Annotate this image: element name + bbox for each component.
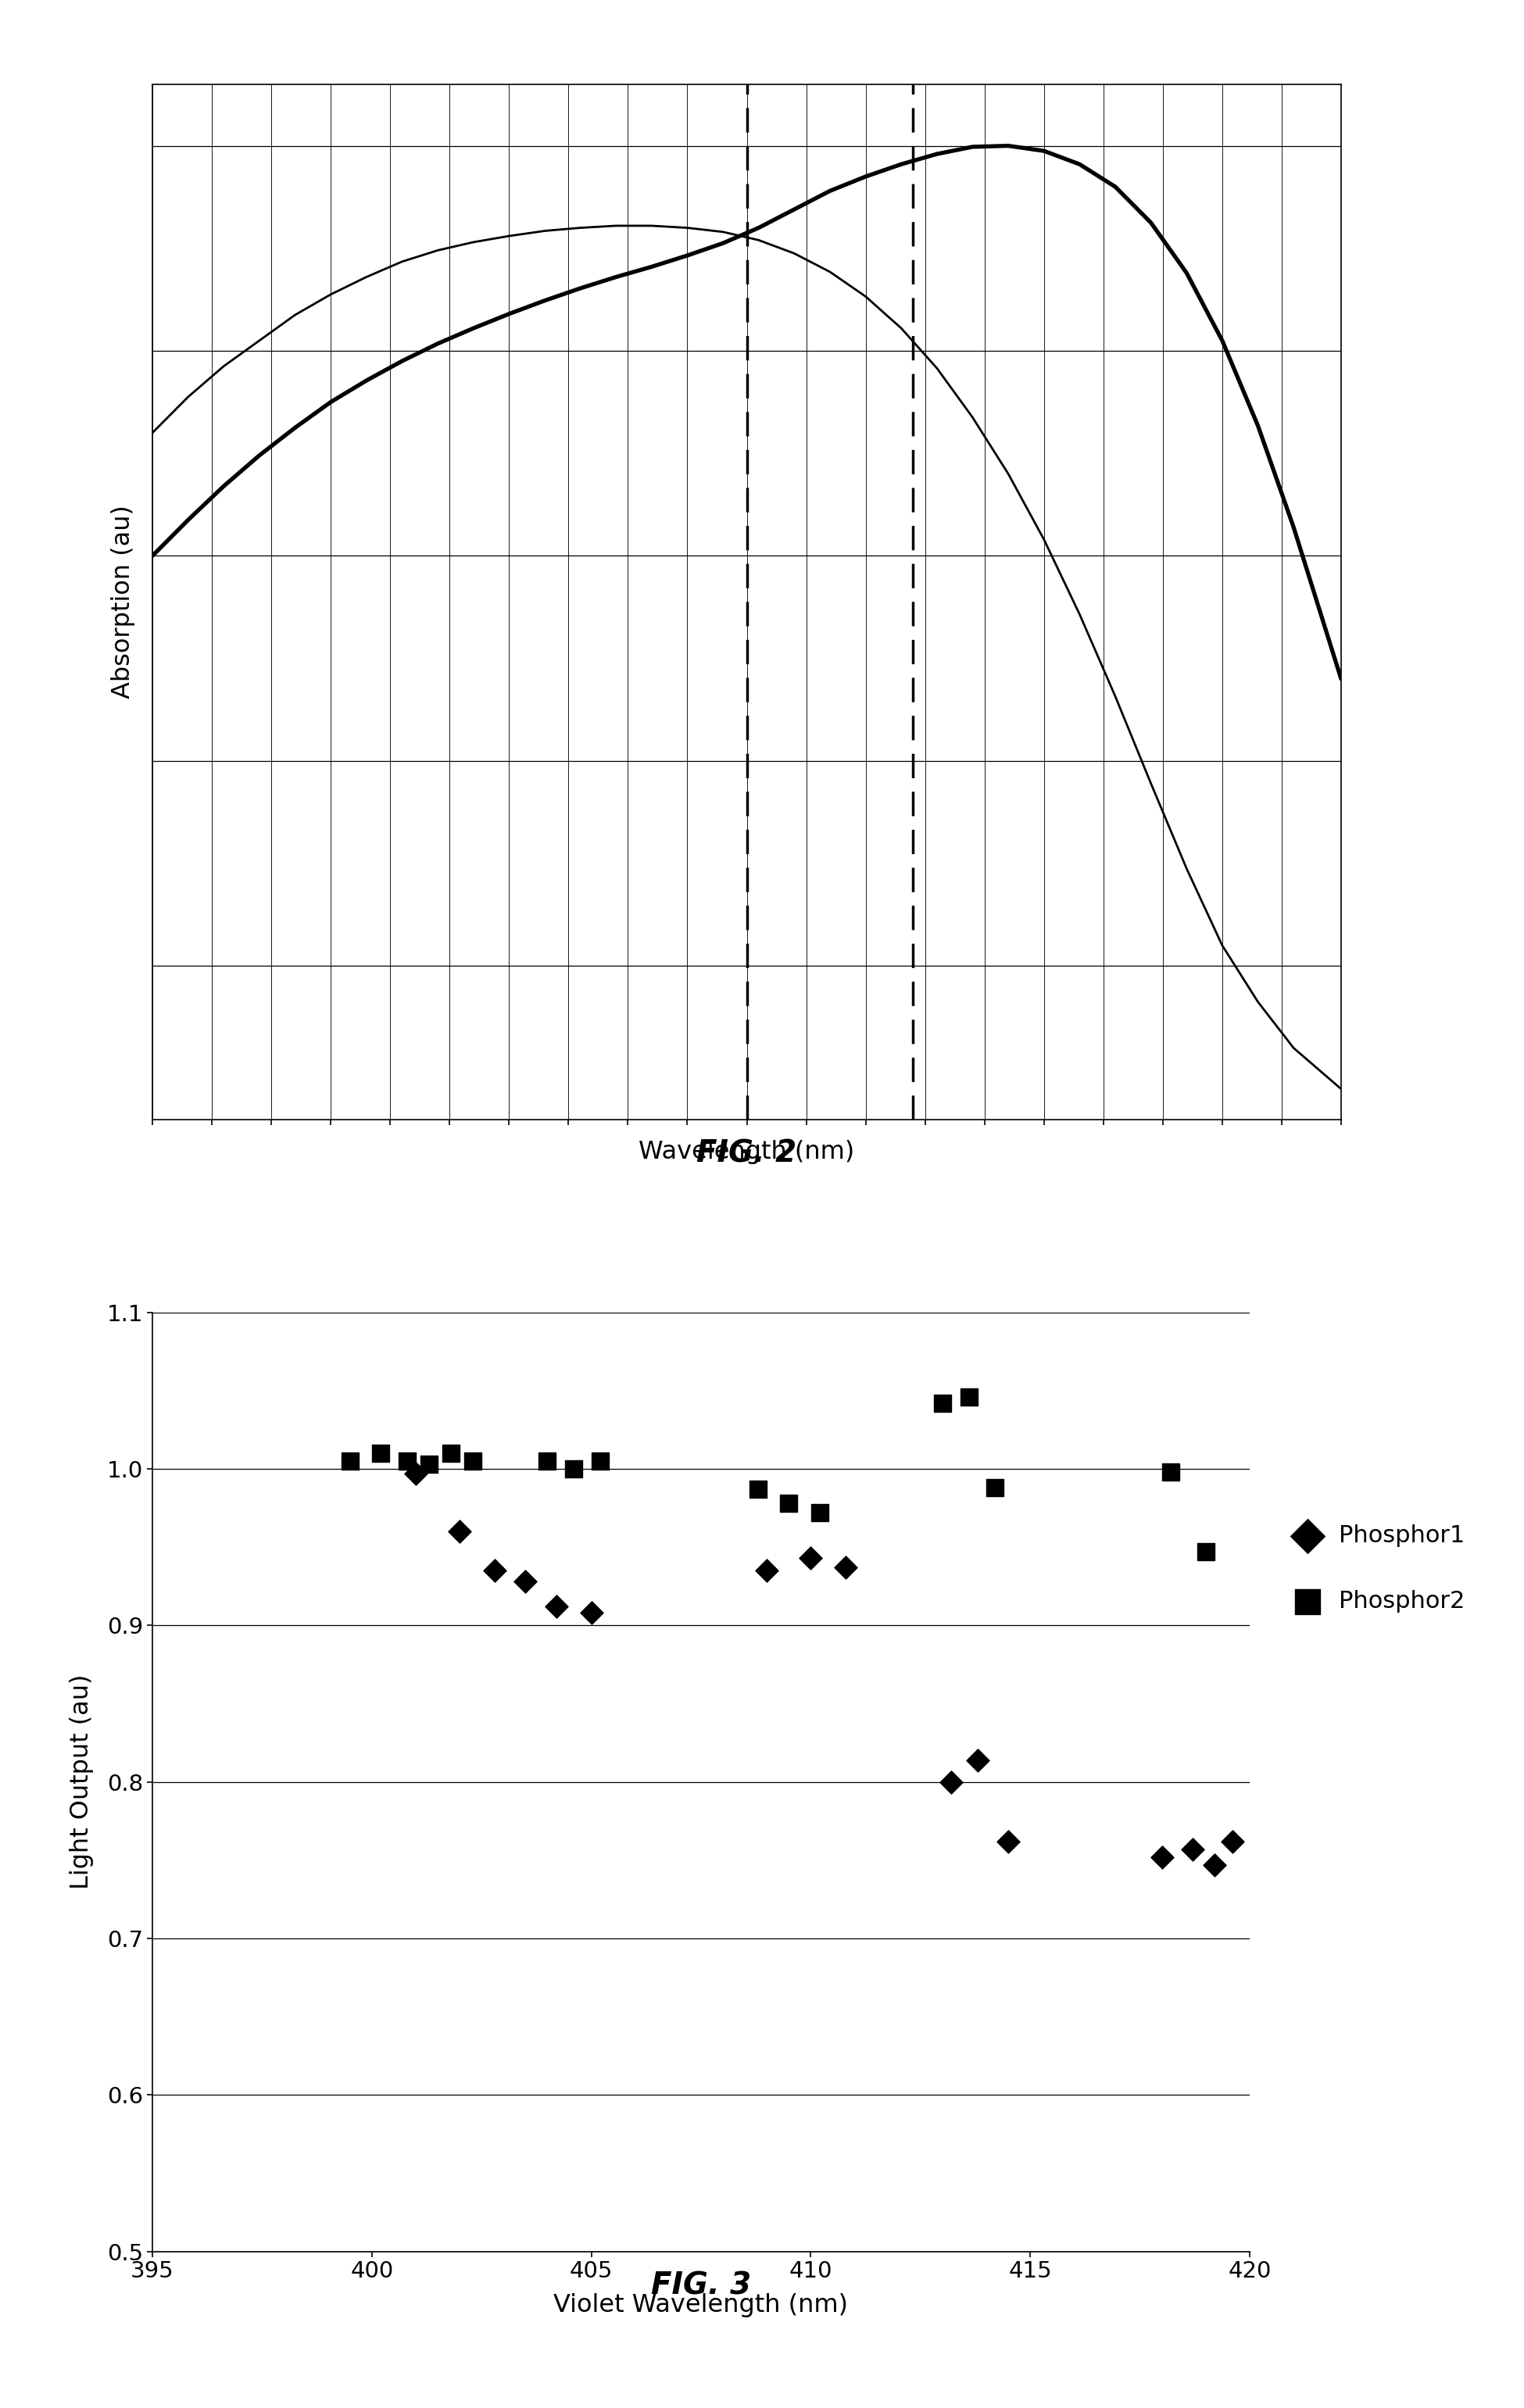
Phosphor2 <box>777 1483 802 1522</box>
Phosphor1 <box>997 1823 1021 1861</box>
Phosphor2 <box>745 1469 770 1507</box>
Phosphor1 <box>1181 1830 1205 1869</box>
Phosphor2 <box>369 1433 393 1471</box>
Phosphor1 <box>483 1551 507 1589</box>
X-axis label: Wavelength (nm): Wavelength (nm) <box>639 1139 855 1163</box>
Phosphor2 <box>535 1442 559 1481</box>
Phosphor2 <box>439 1433 463 1471</box>
Phosphor1 <box>1149 1837 1173 1876</box>
Phosphor2 <box>983 1469 1007 1507</box>
Phosphor2 <box>957 1377 981 1416</box>
Phosphor2 <box>460 1442 485 1481</box>
Legend: Phosphor1, Phosphor2: Phosphor1, Phosphor2 <box>1283 1512 1477 1625</box>
Phosphor1 <box>544 1587 568 1625</box>
Text: FIG. 3: FIG. 3 <box>651 2271 751 2300</box>
Phosphor1 <box>1219 1823 1244 1861</box>
Phosphor2 <box>588 1442 613 1481</box>
Phosphor2 <box>416 1445 440 1483</box>
Phosphor1 <box>404 1454 428 1493</box>
Phosphor1 <box>834 1548 858 1587</box>
Phosphor2 <box>338 1442 363 1481</box>
Phosphor1 <box>514 1563 538 1601</box>
Phosphor1 <box>939 1763 963 1801</box>
Y-axis label: Absorption (au): Absorption (au) <box>111 506 136 698</box>
Phosphor1 <box>579 1594 604 1633</box>
Phosphor2 <box>930 1385 954 1423</box>
Phosphor1 <box>1202 1845 1227 1883</box>
Phosphor1 <box>799 1539 823 1577</box>
Phosphor1 <box>965 1741 989 1780</box>
X-axis label: Violet Wavelength (nm): Violet Wavelength (nm) <box>553 2292 849 2316</box>
Phosphor2 <box>1158 1452 1183 1491</box>
Phosphor1 <box>754 1551 779 1589</box>
Phosphor2 <box>808 1493 832 1531</box>
Y-axis label: Light Output (au): Light Output (au) <box>70 1674 94 1890</box>
Phosphor1 <box>448 1512 472 1551</box>
Phosphor2 <box>395 1442 419 1481</box>
Phosphor2 <box>1193 1531 1218 1570</box>
Phosphor2 <box>561 1450 585 1488</box>
Text: FIG. 2: FIG. 2 <box>696 1139 797 1168</box>
